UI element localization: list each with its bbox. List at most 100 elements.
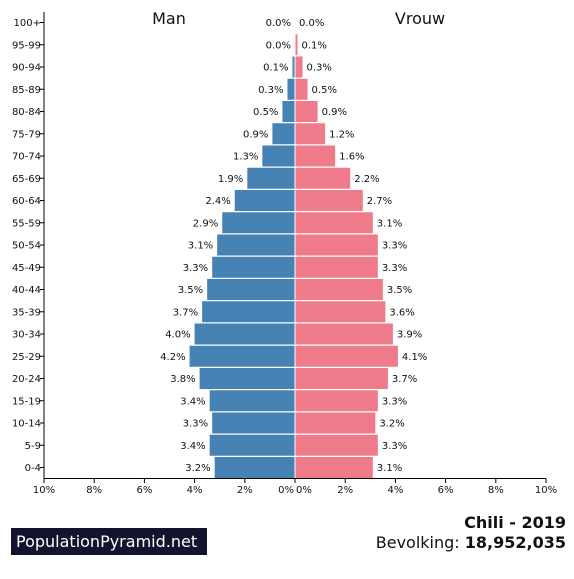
y-tick-label-50-54: 50-54	[12, 241, 41, 252]
data-label-men-70-74: 1.3%	[233, 152, 258, 163]
data-label-men-40-44: 3.5%	[178, 285, 203, 296]
data-label-men-85-89: 0.3%	[258, 85, 283, 96]
x-tick-label-8: 4%	[387, 485, 403, 496]
x-tick-label-5: 0%	[278, 485, 294, 496]
x-tick-label-2: 6%	[136, 485, 152, 496]
data-label-women-65-69: 2.2%	[354, 174, 379, 185]
bar-women-10-14	[295, 412, 376, 434]
bar-women-0-4	[295, 457, 373, 478]
bar-men-10-14	[212, 412, 295, 434]
data-label-women-100+: 0.0%	[299, 18, 324, 29]
bar-women-70-74	[295, 145, 336, 167]
data-label-women-0-4: 3.1%	[377, 463, 402, 474]
bar-women-20-24	[295, 368, 388, 389]
data-label-men-20-24: 3.8%	[170, 374, 195, 385]
series-header-women: Vrouw	[395, 9, 445, 28]
data-label-men-0-4: 3.2%	[185, 463, 210, 474]
y-tick-label-85-89: 85-89	[12, 85, 41, 96]
bar-men-80-84	[282, 101, 295, 122]
brand-logo[interactable]: PopulationPyramid.net	[11, 528, 207, 555]
chart-country-year: Chili - 2019	[464, 513, 566, 532]
data-label-women-45-49: 3.3%	[382, 263, 407, 274]
y-tick-label-0-4: 0-4	[25, 463, 41, 474]
y-tick-label-90-94: 90-94	[12, 63, 41, 74]
data-label-men-50-54: 3.1%	[188, 241, 213, 252]
y-tick-label-55-59: 55-59	[12, 218, 41, 229]
bar-men-5-9	[209, 434, 295, 456]
data-label-men-75-79: 0.9%	[243, 129, 268, 140]
y-tick-label-100+: 100+	[14, 18, 41, 29]
bar-women-75-79	[295, 123, 326, 145]
bar-women-80-84	[295, 101, 318, 122]
y-tick-label-35-39: 35-39	[12, 307, 41, 318]
x-tick-label-9: 6%	[438, 485, 454, 496]
x-tick-label-10: 8%	[488, 485, 504, 496]
data-label-men-95-99: 0.0%	[266, 40, 291, 51]
bar-men-75-79	[272, 123, 295, 145]
series-header-men: Man	[152, 9, 186, 28]
bar-women-45-49	[295, 256, 378, 278]
y-tick-label-80-84: 80-84	[12, 107, 41, 118]
bar-women-35-39	[295, 301, 386, 323]
bar-men-25-29	[189, 345, 295, 367]
bar-women-15-19	[295, 390, 378, 412]
y-tick-label-40-44: 40-44	[12, 285, 41, 296]
bar-women-30-34	[295, 323, 393, 345]
y-tick-label-20-24: 20-24	[12, 374, 41, 385]
data-label-women-50-54: 3.3%	[382, 241, 407, 252]
y-tick-label-75-79: 75-79	[12, 129, 41, 140]
bar-women-5-9	[295, 434, 378, 456]
bar-men-30-34	[194, 323, 295, 345]
bar-men-0-4	[214, 457, 295, 478]
y-tick-label-10-14: 10-14	[12, 419, 41, 430]
y-tick-label-70-74: 70-74	[12, 152, 41, 163]
data-label-women-95-99: 0.1%	[302, 40, 327, 51]
data-label-men-65-69: 1.9%	[218, 174, 243, 185]
data-label-men-35-39: 3.7%	[173, 307, 198, 318]
data-label-women-70-74: 1.6%	[339, 152, 364, 163]
bar-women-50-54	[295, 234, 378, 256]
bar-women-55-59	[295, 212, 373, 234]
bar-men-35-39	[202, 301, 295, 323]
population-label: Bevolking:	[375, 533, 460, 552]
data-label-men-25-29: 4.2%	[160, 352, 185, 363]
data-label-women-60-64: 2.7%	[367, 196, 392, 207]
x-tick-label-1: 8%	[86, 485, 102, 496]
y-tick-label-30-34: 30-34	[12, 330, 41, 341]
y-tick-label-45-49: 45-49	[12, 263, 41, 274]
bar-men-55-59	[222, 212, 295, 234]
data-label-women-35-39: 3.6%	[389, 307, 414, 318]
data-label-men-15-19: 3.4%	[180, 396, 205, 407]
data-label-men-90-94: 0.1%	[263, 63, 288, 74]
data-label-women-10-14: 3.2%	[379, 419, 404, 430]
y-tick-label-25-29: 25-29	[12, 352, 41, 363]
data-label-women-85-89: 0.5%	[312, 85, 337, 96]
bar-men-60-64	[234, 190, 295, 211]
bar-men-70-74	[262, 145, 295, 167]
x-tick-label-0: 10%	[33, 485, 55, 496]
bar-women-90-94	[295, 56, 303, 78]
bar-men-85-89	[287, 78, 295, 100]
population-total: Bevolking: 18,952,035	[376, 533, 566, 552]
y-tick-label-60-64: 60-64	[12, 196, 41, 207]
data-label-women-15-19: 3.3%	[382, 396, 407, 407]
data-label-women-80-84: 0.9%	[322, 107, 347, 118]
data-label-men-10-14: 3.3%	[183, 419, 208, 430]
bar-men-90-94	[292, 56, 295, 78]
data-label-women-20-24: 3.7%	[392, 374, 417, 385]
data-label-men-30-34: 4.0%	[165, 330, 190, 341]
data-label-men-55-59: 2.9%	[193, 218, 218, 229]
bar-women-85-89	[295, 78, 308, 100]
data-label-women-30-34: 3.9%	[397, 330, 422, 341]
bar-men-40-44	[207, 279, 295, 300]
y-tick-label-95-99: 95-99	[12, 40, 41, 51]
bar-women-40-44	[295, 279, 383, 300]
x-tick-label-7: 2%	[337, 485, 353, 496]
data-label-women-5-9: 3.3%	[382, 441, 407, 452]
bar-men-15-19	[209, 390, 295, 412]
population-value: 18,952,035	[464, 533, 566, 552]
bar-women-25-29	[295, 345, 398, 367]
data-label-men-5-9: 3.4%	[180, 441, 205, 452]
y-tick-label-15-19: 15-19	[12, 396, 41, 407]
bar-women-95-99	[295, 34, 298, 56]
